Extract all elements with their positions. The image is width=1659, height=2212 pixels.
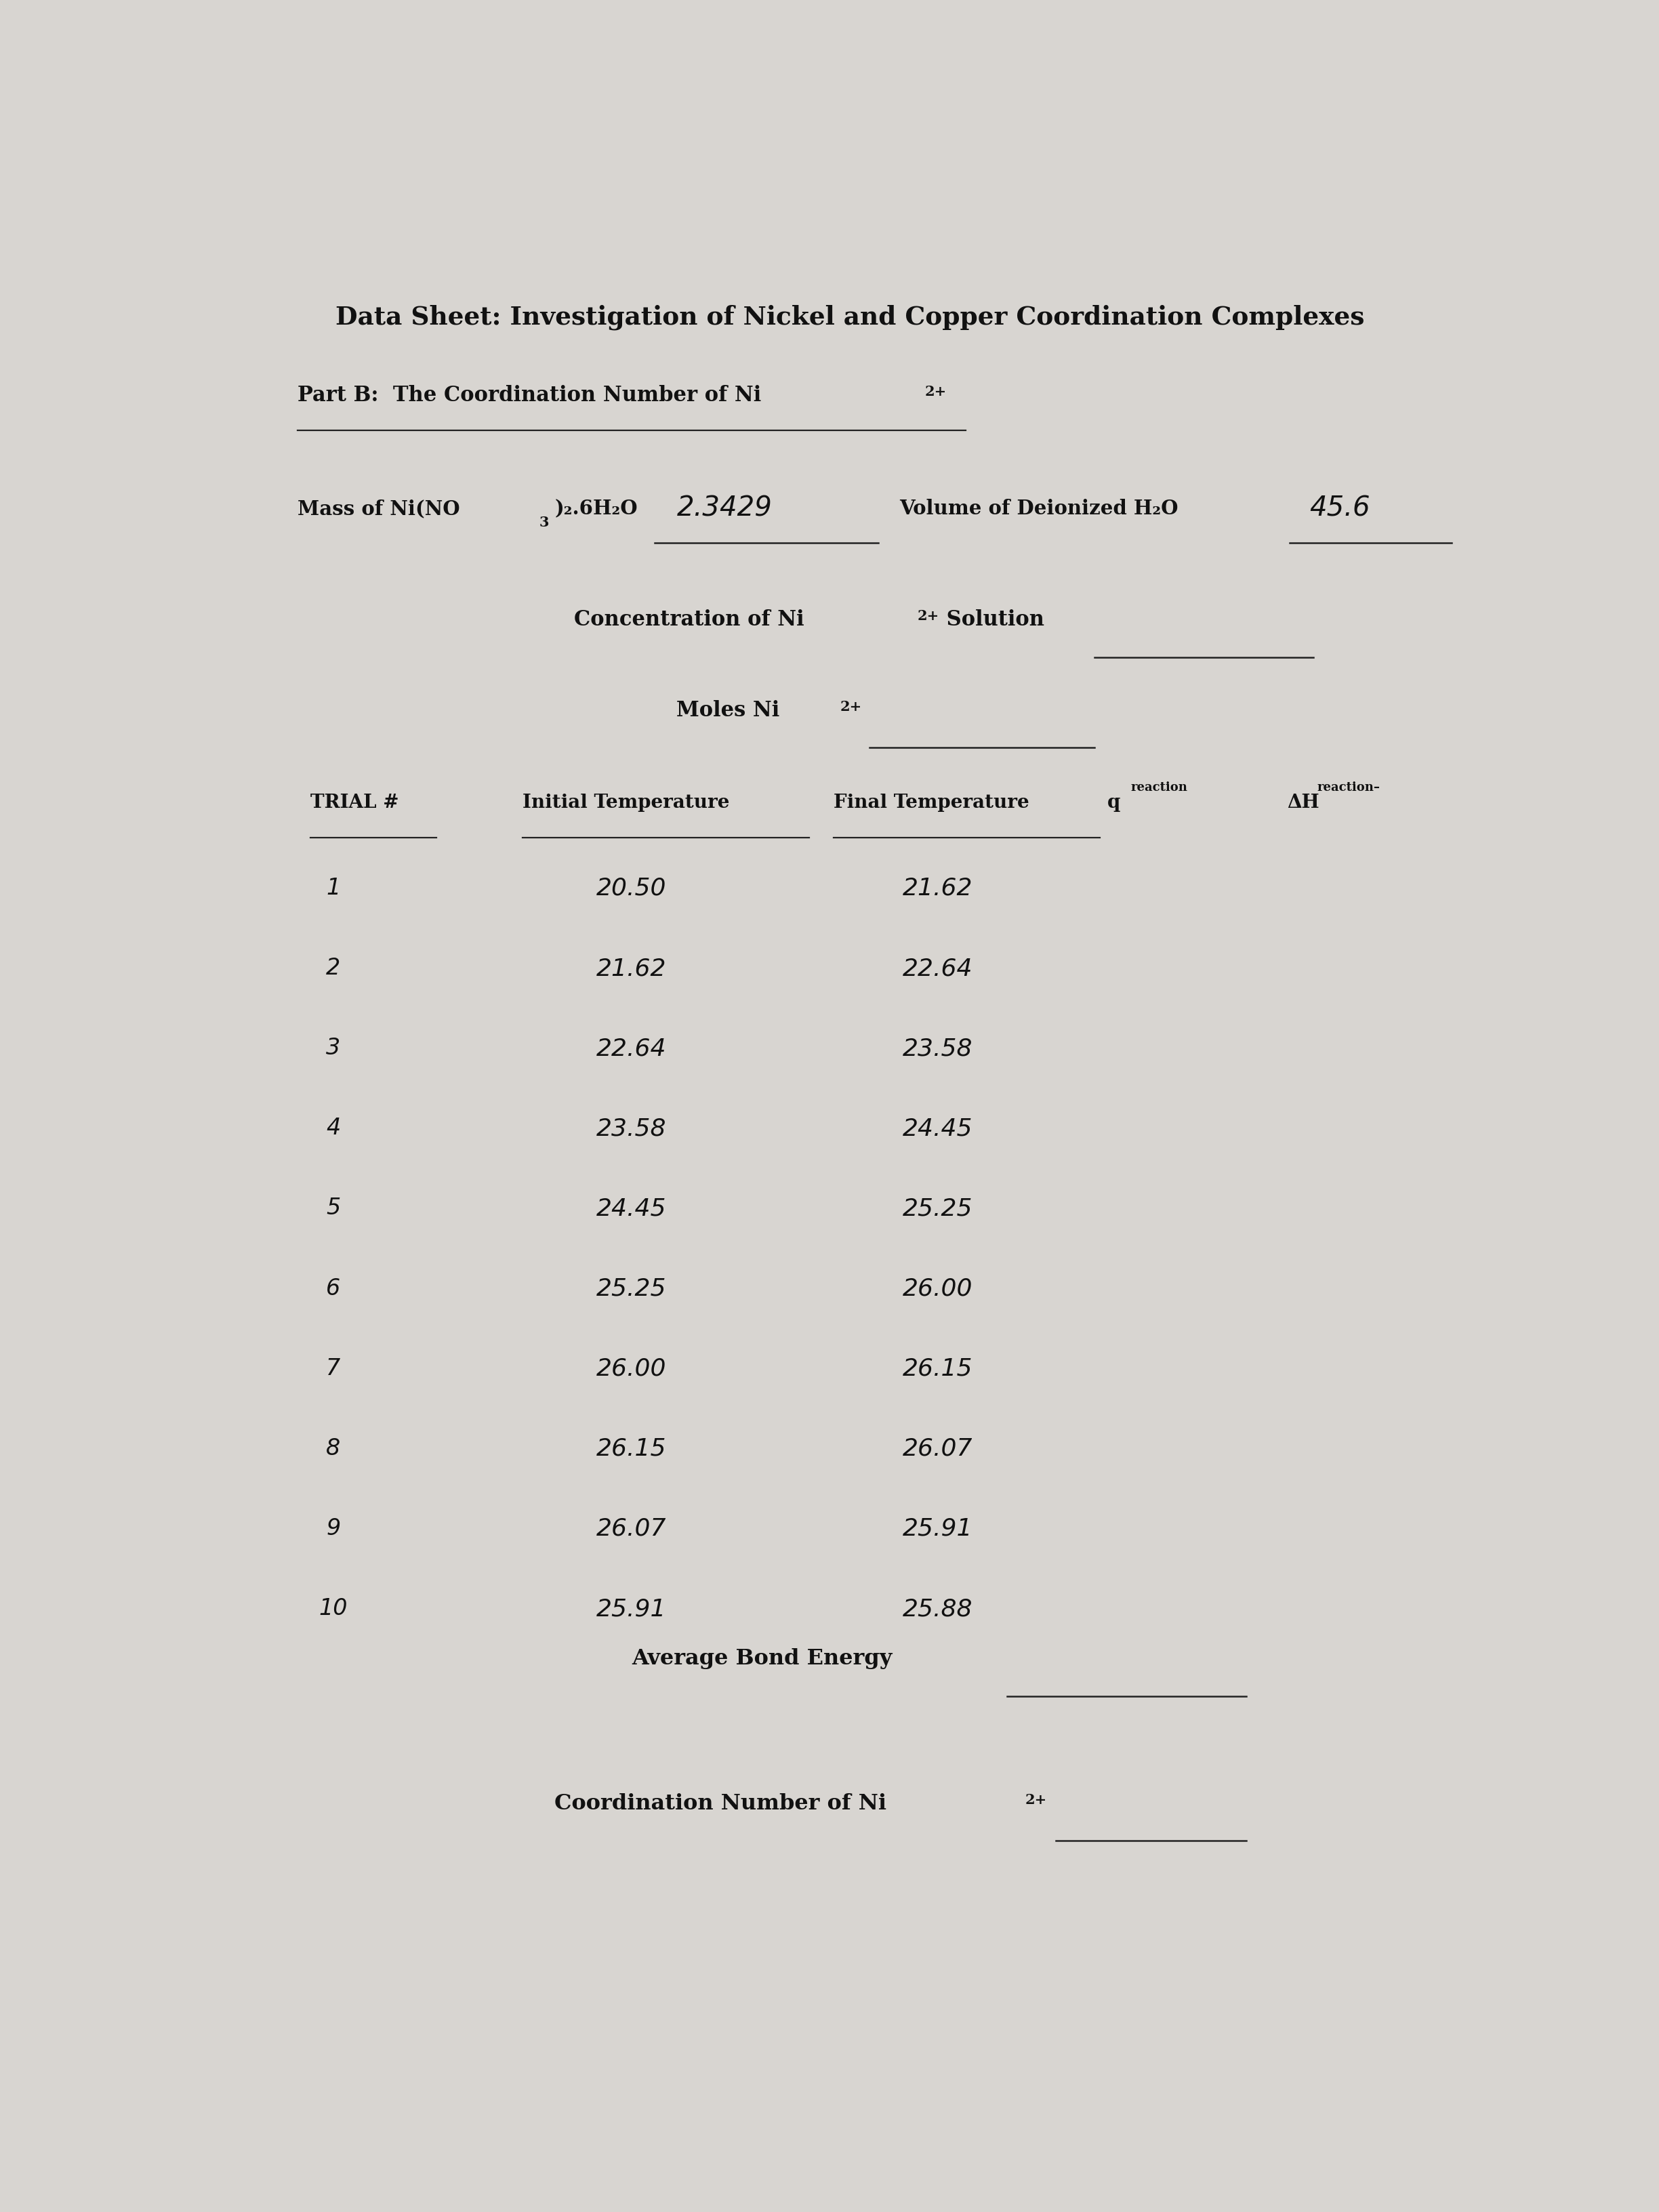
Text: 24.45: 24.45 — [902, 1117, 972, 1139]
Text: q: q — [1108, 794, 1120, 812]
Text: 20.50: 20.50 — [597, 876, 667, 900]
Text: 2.3429: 2.3429 — [677, 495, 771, 522]
Text: reaction–: reaction– — [1317, 781, 1380, 794]
Text: ΔH: ΔH — [1287, 794, 1319, 812]
Text: Moles Ni: Moles Ni — [677, 699, 780, 721]
Text: TRIAL #: TRIAL # — [310, 794, 398, 812]
Text: Data Sheet: Investigation of Nickel and Copper Coordination Complexes: Data Sheet: Investigation of Nickel and … — [335, 305, 1365, 330]
Text: 26.07: 26.07 — [902, 1438, 972, 1460]
Text: 2+: 2+ — [924, 385, 947, 398]
Text: 26.00: 26.00 — [902, 1276, 972, 1301]
Text: 21.62: 21.62 — [902, 876, 972, 900]
Text: 25.25: 25.25 — [902, 1197, 972, 1221]
Text: 2+: 2+ — [1025, 1794, 1047, 1807]
Text: 5: 5 — [327, 1197, 340, 1219]
Text: 1: 1 — [327, 876, 340, 900]
Text: 21.62: 21.62 — [597, 958, 667, 980]
Text: 26.15: 26.15 — [597, 1438, 667, 1460]
Text: 22.64: 22.64 — [597, 1037, 667, 1060]
Text: Initial Temperature: Initial Temperature — [523, 794, 730, 812]
Text: 2: 2 — [327, 958, 340, 980]
Text: 24.45: 24.45 — [597, 1197, 667, 1221]
Text: )₂.6H₂O: )₂.6H₂O — [554, 498, 637, 518]
Text: reaction: reaction — [1130, 781, 1188, 794]
Text: 3: 3 — [327, 1037, 340, 1060]
Text: 9: 9 — [327, 1517, 340, 1540]
Text: 26.00: 26.00 — [597, 1358, 667, 1380]
Text: 8: 8 — [327, 1438, 340, 1460]
Text: 7: 7 — [327, 1358, 340, 1380]
Text: 10: 10 — [319, 1597, 348, 1619]
Text: 23.58: 23.58 — [597, 1117, 667, 1139]
Text: 4: 4 — [327, 1117, 340, 1139]
Text: Concentration of Ni: Concentration of Ni — [574, 611, 805, 630]
Text: 26.15: 26.15 — [902, 1358, 972, 1380]
Text: 22.64: 22.64 — [902, 958, 972, 980]
Text: 23.58: 23.58 — [902, 1037, 972, 1060]
Text: 25.91: 25.91 — [597, 1597, 667, 1621]
Text: 25.91: 25.91 — [902, 1517, 972, 1540]
Text: Final Temperature: Final Temperature — [833, 794, 1029, 812]
Text: 2+: 2+ — [917, 611, 939, 624]
Text: Average Bond Energy: Average Bond Energy — [632, 1648, 893, 1670]
Text: Coordination Number of Ni: Coordination Number of Ni — [554, 1794, 886, 1814]
Text: 25.25: 25.25 — [597, 1276, 667, 1301]
Text: 25.88: 25.88 — [902, 1597, 972, 1621]
Text: Volume of Deionized H₂O: Volume of Deionized H₂O — [899, 498, 1178, 518]
Text: 2+: 2+ — [839, 699, 861, 712]
Text: Part B:  The Coordination Number of Ni: Part B: The Coordination Number of Ni — [297, 385, 761, 405]
Text: 45.6: 45.6 — [1309, 495, 1370, 522]
Text: Mass of Ni(NO: Mass of Ni(NO — [297, 498, 460, 518]
Text: Solution: Solution — [939, 611, 1044, 630]
Text: 6: 6 — [327, 1276, 340, 1298]
Text: 26.07: 26.07 — [597, 1517, 667, 1540]
Text: 3: 3 — [539, 515, 549, 529]
